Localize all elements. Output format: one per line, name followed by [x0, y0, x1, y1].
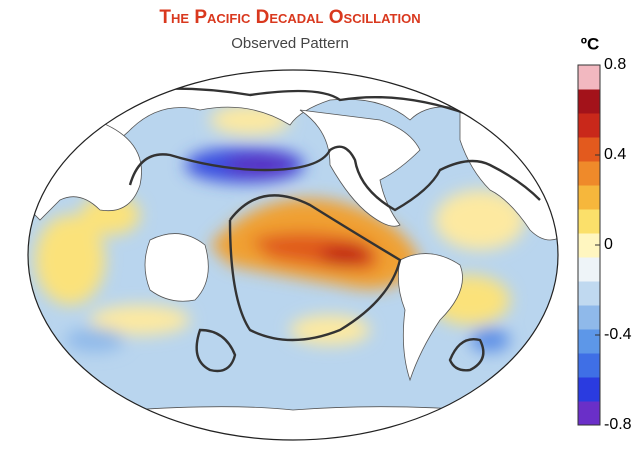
map-border [27, 69, 559, 441]
colorbar-segment [578, 401, 600, 426]
colorbar-unit: ºC [581, 34, 600, 53]
colorbar-segment [578, 233, 600, 258]
colorbar-segment [578, 257, 600, 282]
title: The Pacific Decadal Oscillation [159, 7, 420, 28]
colorbar-tick-label: 0.8 [604, 56, 626, 73]
colorbar-segment [578, 329, 600, 354]
colorbar-segment [578, 137, 600, 162]
colorbar-tick-label: 0.4 [604, 146, 626, 163]
colorbar-segment [578, 185, 600, 210]
colorbar-segment [578, 113, 600, 138]
colorbar-segment [578, 305, 600, 330]
colorbar-segment [578, 377, 600, 402]
colorbar-segment [578, 353, 600, 378]
colorbar-segment [578, 65, 600, 90]
colorbar-segment [578, 281, 600, 306]
colorbar: 0.8 0.4 0 -0.4 -0.8 [577, 56, 632, 433]
colorbar-tick-label: 0 [604, 236, 613, 253]
map [28, 70, 558, 440]
colorbar-tick-label: -0.4 [604, 326, 632, 343]
subtitle: Observed Pattern [231, 35, 349, 52]
colorbar-segment [578, 89, 600, 114]
colorbar-segment [578, 209, 600, 234]
colorbar-tick-label: -0.8 [604, 416, 632, 433]
colorbar-segment [578, 161, 600, 186]
